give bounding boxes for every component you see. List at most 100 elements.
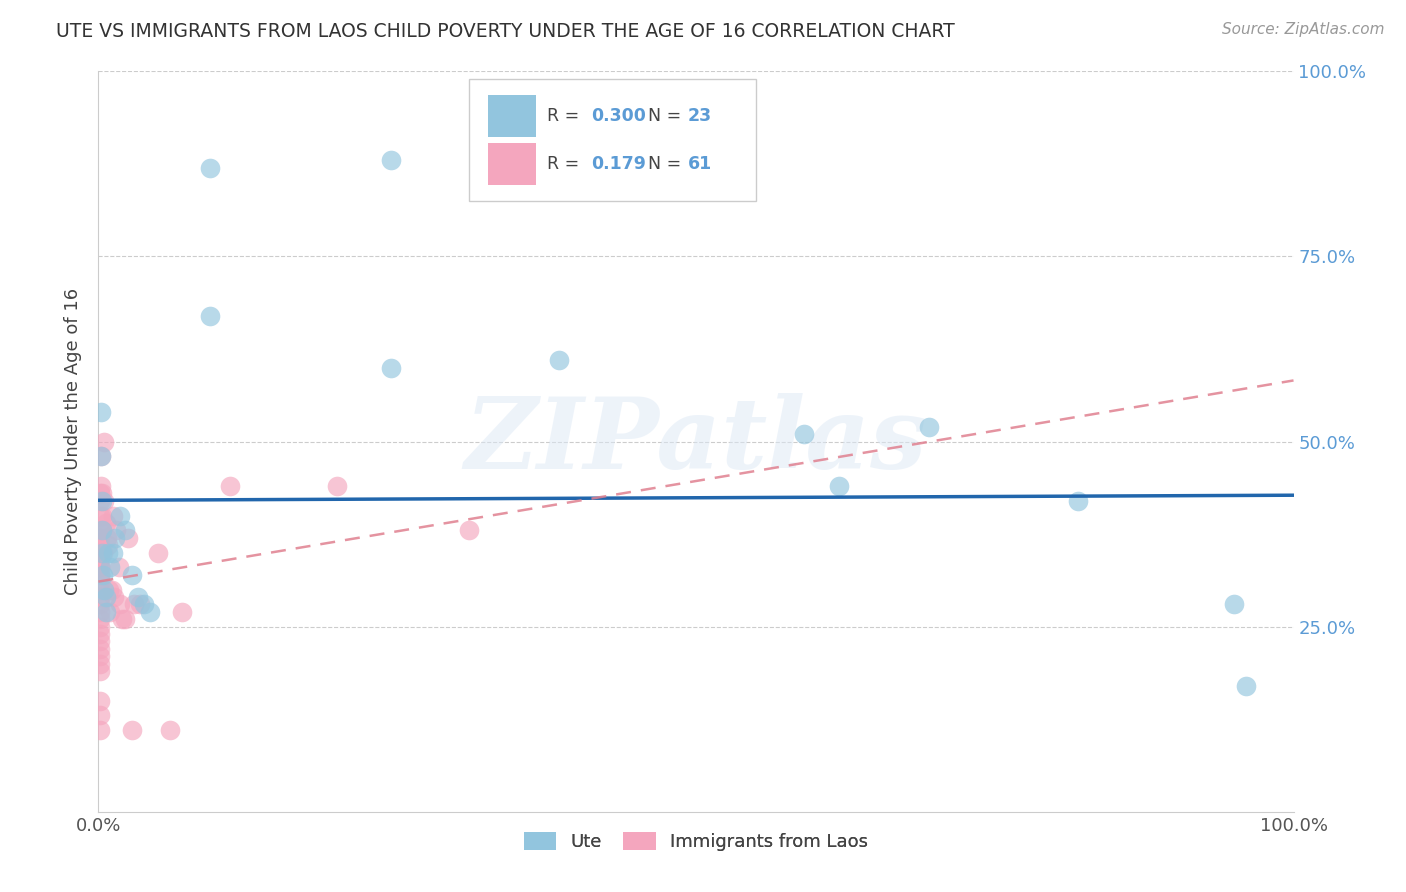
Point <box>101 508 124 523</box>
Point <box>828 479 851 493</box>
Point <box>101 546 124 560</box>
Point <box>380 360 402 375</box>
Point <box>132 598 155 612</box>
Point <box>918 419 941 434</box>
Point <box>104 531 127 545</box>
Text: N =: N = <box>648 107 688 125</box>
Point <box>89 627 111 641</box>
Point <box>219 479 242 493</box>
Point <box>89 598 111 612</box>
Point <box>91 546 114 560</box>
Point <box>326 479 349 493</box>
Point <box>111 612 134 626</box>
Point <box>93 493 115 508</box>
Point <box>90 450 112 464</box>
Point <box>91 493 114 508</box>
Text: R =: R = <box>547 155 585 173</box>
Point <box>793 427 815 442</box>
Point <box>159 723 181 738</box>
Point <box>94 605 117 619</box>
Point <box>91 508 114 523</box>
Point <box>93 582 115 597</box>
Point <box>89 619 111 633</box>
Point <box>89 508 111 523</box>
Point <box>91 524 114 538</box>
Point <box>1234 679 1257 693</box>
Point <box>124 598 146 612</box>
Point <box>93 434 115 449</box>
Text: Source: ZipAtlas.com: Source: ZipAtlas.com <box>1222 22 1385 37</box>
Point <box>127 590 149 604</box>
Point <box>89 493 111 508</box>
Point <box>89 524 111 538</box>
Point <box>98 582 121 597</box>
Point <box>198 161 221 175</box>
Point <box>89 590 111 604</box>
Point <box>114 612 136 626</box>
Point <box>89 560 111 574</box>
Point <box>105 524 128 538</box>
Point <box>89 582 111 597</box>
Point <box>458 524 481 538</box>
Point <box>97 546 120 560</box>
Point <box>121 567 143 582</box>
Point <box>94 516 117 530</box>
Point <box>547 353 569 368</box>
Point <box>198 309 221 323</box>
Point <box>100 582 122 597</box>
Point <box>97 538 120 552</box>
Point <box>1223 598 1246 612</box>
Point <box>89 560 111 574</box>
Point <box>117 531 139 545</box>
Point <box>121 723 143 738</box>
Point <box>90 479 112 493</box>
Point <box>94 590 117 604</box>
Text: 61: 61 <box>688 155 711 173</box>
Point <box>89 708 111 723</box>
Point <box>89 634 111 648</box>
Point <box>89 546 111 560</box>
Point <box>91 486 114 500</box>
Point <box>90 450 112 464</box>
Point <box>103 590 125 604</box>
Point <box>89 612 111 626</box>
FancyBboxPatch shape <box>488 143 536 185</box>
Point <box>89 694 111 708</box>
Point <box>107 560 129 574</box>
Legend: Ute, Immigrants from Laos: Ute, Immigrants from Laos <box>516 824 876 858</box>
FancyBboxPatch shape <box>470 78 756 201</box>
Point <box>129 598 152 612</box>
Point <box>89 575 111 590</box>
Text: ZIPatlas: ZIPatlas <box>465 393 927 490</box>
Point <box>89 567 111 582</box>
Point <box>172 605 194 619</box>
Point <box>89 605 111 619</box>
Point <box>89 657 111 671</box>
Y-axis label: Child Poverty Under the Age of 16: Child Poverty Under the Age of 16 <box>65 288 83 595</box>
Point <box>89 664 111 678</box>
Text: UTE VS IMMIGRANTS FROM LAOS CHILD POVERTY UNDER THE AGE OF 16 CORRELATION CHART: UTE VS IMMIGRANTS FROM LAOS CHILD POVERT… <box>56 22 955 41</box>
Point <box>96 531 118 545</box>
Point <box>1067 493 1090 508</box>
Point <box>108 508 131 523</box>
Text: 0.179: 0.179 <box>591 155 645 173</box>
FancyBboxPatch shape <box>488 95 536 136</box>
Point <box>98 605 122 619</box>
Text: N =: N = <box>648 155 688 173</box>
Point <box>91 546 114 560</box>
Point <box>114 524 136 538</box>
Point <box>148 546 170 560</box>
Point <box>108 598 131 612</box>
Text: 0.300: 0.300 <box>591 107 645 125</box>
Point <box>89 641 111 656</box>
Point <box>89 546 111 560</box>
Point <box>91 567 114 582</box>
Point <box>98 560 122 574</box>
Point <box>380 153 402 168</box>
Text: 23: 23 <box>688 107 711 125</box>
Point <box>90 405 112 419</box>
Point <box>89 567 111 582</box>
Point <box>89 486 111 500</box>
Point <box>139 605 162 619</box>
Point <box>91 524 114 538</box>
